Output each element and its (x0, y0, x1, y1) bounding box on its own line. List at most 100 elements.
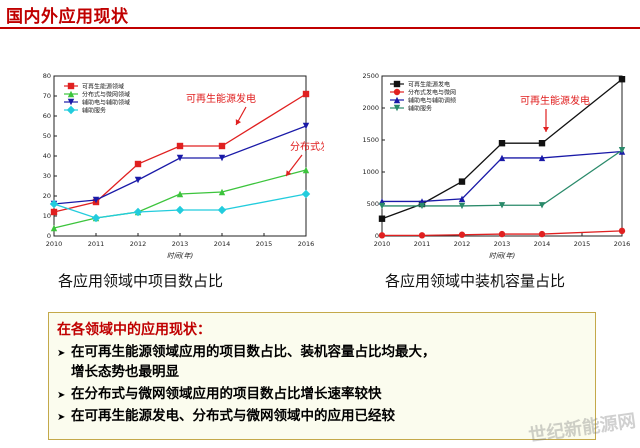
y-tick-label: 50 (43, 132, 51, 140)
series-line (53, 193, 307, 219)
status-bullet-continuation: 增长态势也最明显 (71, 363, 179, 381)
data-point (218, 154, 226, 162)
x-tick-label: 2011 (414, 240, 431, 248)
application-status-box: 在各领域中的应用现状： ➤ 在可再生能源领域应用的项目数占比、装机容量占比均最大，… (48, 312, 596, 440)
data-point (418, 232, 426, 239)
data-point (378, 215, 386, 222)
arrow-bullet-icon: ➤ (57, 390, 66, 401)
data-point (176, 190, 184, 198)
y-tick-label: 40 (43, 152, 51, 160)
y-tick-label: 60 (43, 112, 51, 120)
arrow-bullet-icon: ➤ (57, 412, 66, 423)
x-tick-label: 2012 (130, 240, 147, 248)
x-tick-label: 2013 (172, 240, 189, 248)
y-tick-label: 80 (43, 72, 51, 80)
y-tick-label: 70 (43, 92, 51, 100)
x-tick-label: 2012 (454, 240, 471, 248)
data-point (134, 160, 142, 168)
data-point (176, 142, 184, 150)
data-point (618, 227, 626, 235)
series-group (378, 148, 626, 205)
data-point (618, 76, 626, 83)
series-group (50, 166, 310, 232)
legend-label: 辅助服务 (408, 105, 432, 113)
x-tick-label: 2016 (614, 240, 631, 248)
y-tick-label: 2500 (362, 72, 379, 80)
data-point (618, 147, 626, 154)
x-axis-label: 时间(年) (167, 252, 194, 260)
x-tick-label: 2014 (534, 240, 551, 248)
y-tick-label: 1500 (362, 136, 379, 144)
legend-label: 可再生能源发电 (408, 81, 450, 89)
data-point (498, 230, 506, 238)
data-point (176, 154, 184, 162)
series-line (53, 125, 307, 205)
data-point (458, 195, 466, 203)
data-point (302, 122, 310, 130)
series-line (382, 149, 623, 207)
data-point (133, 207, 143, 217)
y-tick-label: 20 (43, 192, 51, 200)
data-point (498, 154, 506, 162)
legend-marker (393, 88, 401, 96)
data-point (458, 231, 466, 238)
bullet-text: 增长态势也最明显 (71, 364, 179, 380)
data-point (418, 202, 426, 210)
legend-marker (393, 80, 401, 88)
bullet-text: 在分布式与微网领域应用的项目数占比增长速率较快 (71, 386, 382, 402)
status-bullet: ➤ 在可再生能源领域应用的项目数占比、装机容量占比均最大， (57, 343, 436, 363)
legend-label: 分布式与微网领域 (82, 91, 130, 99)
data-point (91, 213, 101, 223)
project-count-chart: 2010 2011 2012 2013 2014 2015 2016 0 10 20 30 40 50 6… (43, 72, 324, 260)
series-line (382, 230, 623, 237)
data-point (498, 140, 506, 147)
data-point (49, 199, 59, 209)
status-heading: 在各领域中的应用现状： (57, 322, 211, 338)
y-tick-label: 1000 (362, 168, 379, 176)
data-point (538, 154, 546, 162)
legend-label: 可再生能源领域 (82, 83, 124, 91)
data-point (378, 202, 386, 210)
y-tick-label: 10 (43, 212, 51, 220)
x-tick-label: 2014 (214, 240, 231, 248)
series-group (378, 147, 626, 210)
data-point (458, 202, 466, 210)
installed-capacity-chart: 2010 2011 2012 2013 2014 2015 2016 0 500 1000 1500… (362, 72, 631, 260)
y-tick-label: 0 (375, 232, 379, 240)
series-group (378, 227, 626, 239)
annotation-arrowhead (543, 127, 549, 132)
data-point (134, 176, 142, 184)
data-point (538, 202, 546, 209)
data-point (498, 202, 506, 209)
series-line (53, 93, 307, 213)
data-point (302, 90, 310, 98)
y-tick-label: 500 (367, 200, 379, 208)
data-point (217, 205, 227, 215)
x-tick-label: 2011 (88, 240, 105, 248)
data-point (302, 166, 310, 174)
annotation-text: 可再生能源发电 (520, 94, 590, 107)
data-point (50, 208, 58, 216)
data-point (538, 230, 546, 238)
series-line (53, 169, 307, 229)
bullet-text: 在可再生能源领域应用的项目数占比、装机容量占比均最大， (71, 344, 436, 360)
title-divider (0, 27, 640, 29)
legend-marker (67, 90, 75, 98)
x-tick-label: 2015 (574, 240, 591, 248)
legend-marker (66, 105, 76, 115)
legend-label: 辅助电与辅助领域 (82, 99, 130, 107)
x-tick-label: 2010 (46, 240, 63, 248)
data-point (301, 189, 311, 199)
arrow-bullet-icon: ➤ (57, 348, 66, 359)
series-line (382, 150, 623, 203)
project-count-caption: 各应用领域中项目数占比 (58, 272, 224, 290)
legend-label: 辅助电与辅助调频 (408, 97, 456, 105)
x-axis-label: 时间(年) (489, 252, 516, 260)
y-tick-label: 30 (43, 172, 51, 180)
data-point (218, 188, 226, 196)
legend-marker (67, 82, 75, 90)
x-tick-label: 2013 (494, 240, 511, 248)
data-point (175, 205, 185, 215)
x-tick-label: 2010 (374, 240, 391, 248)
data-point (458, 178, 466, 185)
